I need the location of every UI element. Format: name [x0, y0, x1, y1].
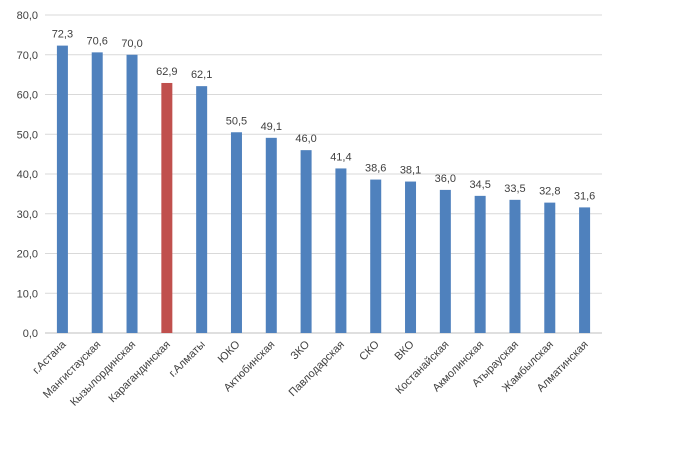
bar	[544, 202, 556, 333]
bar	[405, 181, 417, 333]
bar	[439, 189, 451, 333]
y-tick-label: 20,0	[17, 249, 38, 261]
category-label: СКО	[357, 338, 382, 363]
data-label: 72,3	[52, 29, 73, 41]
bar	[126, 54, 138, 333]
category-label: ВКО	[392, 338, 416, 362]
category-label: Кызылординская	[68, 339, 138, 409]
data-label: 33,5	[504, 183, 525, 195]
y-tick-label: 40,0	[17, 169, 38, 181]
category-label: Карагандинская	[106, 339, 172, 405]
bar	[91, 52, 103, 334]
y-tick-label: 30,0	[17, 209, 38, 221]
data-label: 36,0	[435, 173, 456, 185]
category-label: ЮКО	[216, 338, 243, 365]
bars	[56, 45, 591, 334]
bar	[196, 86, 208, 333]
bar	[370, 179, 382, 333]
data-label: 38,1	[400, 165, 421, 177]
data-label: 62,9	[156, 66, 177, 78]
bar	[300, 150, 312, 333]
bar	[56, 45, 68, 334]
data-label: 50,5	[226, 115, 247, 127]
category-label: г.Алматы	[167, 339, 208, 380]
bar	[335, 168, 347, 333]
data-label: 32,8	[539, 186, 560, 198]
gridlines	[45, 14, 602, 334]
y-tick-label: 0,0	[23, 328, 38, 340]
data-labels: 72,3 70,6 70,0 62,9 62,1 50,5 49,1 46,0 41,4 38,6…	[52, 29, 596, 203]
data-label: 49,1	[261, 121, 282, 133]
bar	[230, 132, 242, 333]
data-label: 38,6	[365, 163, 386, 175]
data-label: 31,6	[574, 190, 595, 202]
y-tick-label: 50,0	[17, 129, 38, 141]
bar	[161, 82, 173, 333]
category-label: ЗКО	[289, 338, 313, 362]
data-label: 70,0	[121, 38, 142, 50]
bar	[474, 195, 486, 333]
x-axis-categories: г.АстанаМангистаускаяКызылординскаяКараг…	[30, 338, 590, 409]
data-label: 70,6	[87, 35, 108, 47]
data-label: 62,1	[191, 69, 212, 81]
data-label: 34,5	[469, 179, 490, 191]
bar	[509, 199, 521, 333]
y-axis-ticks: 0,0 10,0 20,0 30,0 40,0 50,0 60,0 70,0 80,0	[17, 10, 38, 340]
data-label: 41,4	[330, 151, 351, 163]
bar	[579, 207, 591, 333]
y-tick-label: 60,0	[17, 90, 38, 102]
y-tick-label: 80,0	[17, 10, 38, 22]
bar	[265, 137, 277, 333]
y-tick-label: 10,0	[17, 288, 38, 300]
data-label: 46,0	[295, 133, 316, 145]
y-tick-label: 70,0	[17, 50, 38, 62]
